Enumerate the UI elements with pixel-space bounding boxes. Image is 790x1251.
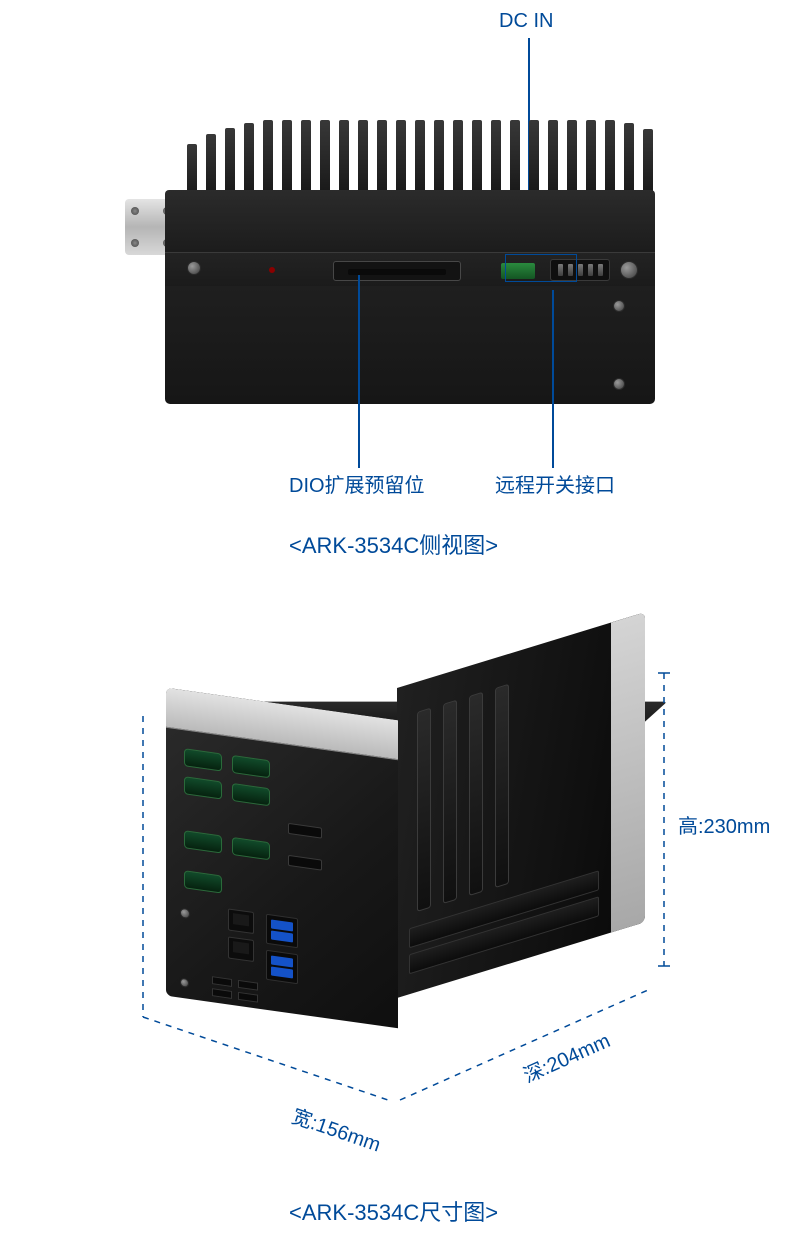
com-port — [184, 776, 222, 799]
label-dio-expansion: DIO扩展预留位 — [289, 469, 425, 498]
expansion-slot — [495, 684, 509, 888]
usb3-port — [266, 914, 298, 948]
usb2-port — [212, 988, 232, 999]
io-strip — [165, 252, 655, 286]
label-remote-switch: 远程开关接口 — [495, 469, 615, 498]
expansion-slot — [417, 708, 431, 912]
lan-port — [228, 936, 254, 962]
callout-box-dcin — [505, 254, 577, 282]
leader-remote — [552, 290, 554, 468]
iso-side-silver-panel — [611, 612, 645, 932]
iso-side-face — [397, 612, 645, 998]
usb2-port — [238, 992, 258, 1003]
usb2-port — [238, 980, 258, 991]
com-port — [232, 755, 270, 778]
caption-side-view: <ARK-3534C侧视图> — [289, 528, 498, 560]
dim-label-height: 高:230mm — [678, 810, 770, 839]
hdmi-port — [288, 855, 322, 871]
usb3-port — [266, 950, 298, 984]
power-button-icon — [180, 908, 190, 919]
hdmi-port — [288, 823, 322, 839]
com-port — [184, 748, 222, 771]
ground-screw — [620, 261, 638, 279]
iso-front-silver-plate — [166, 688, 398, 761]
com-port — [232, 837, 270, 860]
audio-jack-icon — [180, 978, 189, 988]
expansion-slot — [469, 692, 483, 896]
com-port — [184, 870, 222, 893]
com-port — [232, 783, 270, 806]
label-dc-in: DC IN — [499, 10, 553, 33]
indicator-led — [269, 267, 275, 273]
dio-slot — [333, 261, 461, 281]
screw-icon — [613, 300, 625, 312]
caption-dimension-view: <ARK-3534C尺寸图> — [289, 1195, 498, 1227]
com-port — [184, 830, 222, 853]
device-side-view — [125, 120, 665, 415]
lan-port — [228, 908, 254, 934]
expansion-slot — [443, 700, 457, 904]
usb2-port — [212, 976, 232, 987]
panel-screw — [187, 261, 201, 275]
iso-front-face — [166, 688, 398, 1029]
chassis-upper-body — [165, 190, 655, 260]
leader-dio — [358, 275, 360, 468]
screw-icon — [613, 378, 625, 390]
chassis-lower-body — [165, 286, 655, 404]
